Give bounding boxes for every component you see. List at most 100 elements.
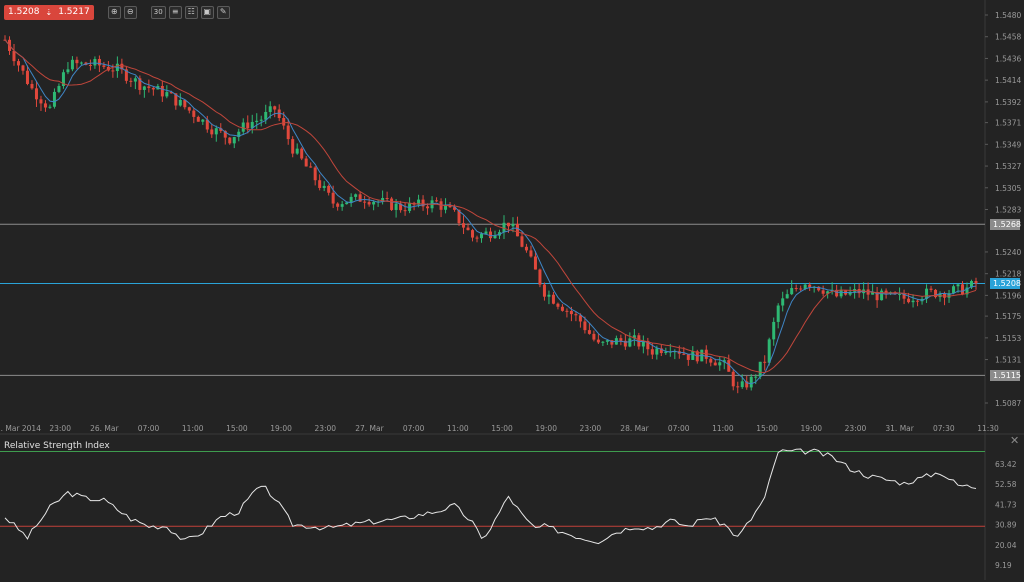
time-tick-label: 11:00 xyxy=(182,424,204,433)
candle-body xyxy=(336,203,340,207)
candle-body xyxy=(277,109,281,119)
chart-toolbar: 1.5208 ⇣ 1.5217 ⊕ ⊖ 30 ≡ ☷ ▣ ✎ xyxy=(4,4,230,20)
price-tick-label: 1.5131 xyxy=(995,356,1021,365)
time-tick-label: 23:00 xyxy=(580,424,602,433)
candle-body xyxy=(506,222,510,227)
candle-body xyxy=(178,99,182,106)
price-tick-label: 1.5196 xyxy=(995,291,1021,300)
time-tick-label: 19:00 xyxy=(270,424,292,433)
time-tick-label: 11:30 xyxy=(977,424,999,433)
draw-icon[interactable]: ✎ xyxy=(216,5,230,19)
candle-body xyxy=(363,201,367,203)
rsi-title: Relative Strength Index xyxy=(4,441,110,451)
candle-body xyxy=(565,310,569,312)
candle-body xyxy=(358,194,362,202)
candle-body xyxy=(560,306,564,311)
candle-body xyxy=(322,185,326,188)
time-tick-label: 15:00 xyxy=(226,424,248,433)
candle-body xyxy=(916,300,920,302)
candle-body xyxy=(223,130,227,138)
time-tick-label: 11:00 xyxy=(447,424,469,433)
rsi-tick-label: 9.19 xyxy=(995,561,1012,570)
time-tick-label: 23:00 xyxy=(845,424,867,433)
candle-body xyxy=(97,58,101,66)
candle-body xyxy=(817,286,821,291)
price-level-tag: 1.5115 xyxy=(990,369,1021,381)
candle-body xyxy=(169,92,173,94)
candle-body xyxy=(399,203,403,211)
candle-body xyxy=(731,371,735,387)
candle-body xyxy=(210,129,214,135)
settings-icon[interactable]: ☷ xyxy=(184,5,198,19)
candle-body xyxy=(740,381,744,388)
candle-body xyxy=(295,148,299,154)
close-icon[interactable]: ✕ xyxy=(1010,434,1020,447)
candle-body xyxy=(43,103,47,108)
zoom-out-icon[interactable]: ⊖ xyxy=(123,5,137,19)
time-tick-label: 26. Mar xyxy=(90,424,119,433)
time-tick-label: 07:00 xyxy=(138,424,160,433)
candle-body xyxy=(934,289,938,298)
candle-body xyxy=(129,80,133,82)
price-tick-label: 1.5436 xyxy=(995,54,1021,63)
quote-widget[interactable]: 1.5208 ⇣ 1.5217 xyxy=(4,4,94,20)
candle-body xyxy=(956,284,960,287)
candle-body xyxy=(682,353,686,355)
candle-body xyxy=(839,290,843,297)
price-axis: 1.5480 1.5458 1.5436 1.5414 1.5392 1.5371 1.53… xyxy=(985,11,1021,408)
candle-body xyxy=(417,199,421,205)
candle-body xyxy=(974,281,978,284)
candle-body xyxy=(785,294,789,299)
candle-body xyxy=(520,236,524,247)
candle-body xyxy=(30,83,34,89)
candle-body xyxy=(241,122,245,132)
candle-body xyxy=(736,386,740,388)
candle-body xyxy=(70,59,74,70)
timeframe-icon[interactable]: 30 xyxy=(150,5,166,19)
candle-body xyxy=(111,70,115,72)
time-tick-label: 07:30 xyxy=(933,424,955,433)
candle-body xyxy=(898,293,902,295)
candle-body xyxy=(124,69,128,81)
candle-body xyxy=(448,205,452,208)
swap-arrow-icon: ⇣ xyxy=(45,7,53,17)
indicators-icon[interactable]: ≡ xyxy=(168,5,182,19)
price-level-tag: 1.5208 xyxy=(990,278,1021,290)
moving-average-line xyxy=(4,39,977,385)
candle-body xyxy=(502,222,506,233)
candle-body xyxy=(102,65,106,67)
candle-body xyxy=(327,185,331,193)
candle-body xyxy=(331,192,335,204)
candle-body xyxy=(408,202,412,211)
time-tick-label: 23:00 xyxy=(49,424,71,433)
zoom-in-icon[interactable]: ⊕ xyxy=(107,5,121,19)
candle-body xyxy=(75,59,79,64)
candle-body xyxy=(902,293,906,299)
candle-body xyxy=(147,86,151,88)
rsi-tick-label: 52.58 xyxy=(995,480,1017,489)
candle-body xyxy=(187,107,191,111)
candle-body xyxy=(318,180,322,188)
candle-body xyxy=(911,300,915,303)
time-tick-label: 15:00 xyxy=(491,424,513,433)
price-tick-label: 1.5218 xyxy=(995,270,1021,279)
candle-body xyxy=(421,199,425,207)
rsi-tick-label: 63.42 xyxy=(995,460,1017,469)
candlestick-series xyxy=(3,35,978,394)
candle-body xyxy=(754,376,758,378)
time-axis: 25. Mar 2014 23:00 26. Mar 07:00 11:00 15:00 1… xyxy=(0,424,999,433)
candle-body xyxy=(286,125,290,140)
candle-body xyxy=(722,360,726,363)
template-icon[interactable]: ▣ xyxy=(200,5,214,19)
candle-body xyxy=(641,340,645,347)
candle-body xyxy=(93,58,97,66)
time-tick-label: 25. Mar 2014 xyxy=(0,424,41,433)
candle-body xyxy=(444,205,448,210)
candle-body xyxy=(493,235,497,239)
candle-body xyxy=(542,284,546,297)
candle-body xyxy=(349,196,353,203)
rsi-tick-label: 20.04 xyxy=(995,541,1017,550)
candle-body xyxy=(345,202,349,205)
candle-body xyxy=(848,291,852,295)
candle-body xyxy=(686,354,690,360)
